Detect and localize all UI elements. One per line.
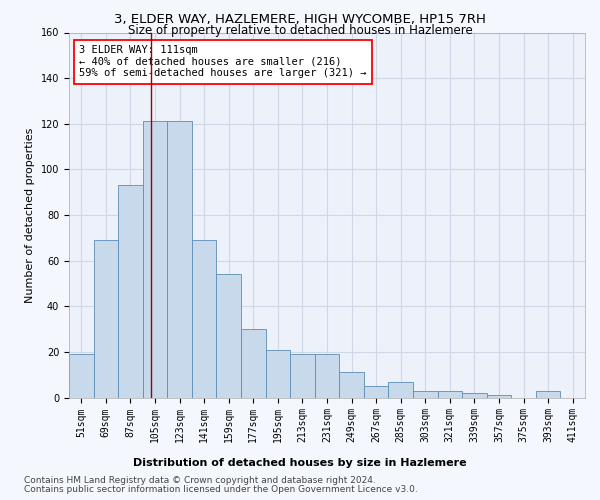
Bar [192, 240, 217, 398]
Text: 3 ELDER WAY: 111sqm
← 40% of detached houses are smaller (216)
59% of semi-detac: 3 ELDER WAY: 111sqm ← 40% of detached ho… [79, 46, 367, 78]
Bar [241, 329, 266, 398]
Bar [315, 354, 339, 398]
Bar [94, 240, 118, 398]
Bar [69, 354, 94, 398]
Text: Contains HM Land Registry data © Crown copyright and database right 2024.: Contains HM Land Registry data © Crown c… [24, 476, 376, 485]
Bar [462, 393, 487, 398]
Text: Distribution of detached houses by size in Hazlemere: Distribution of detached houses by size … [133, 458, 467, 468]
Text: Size of property relative to detached houses in Hazlemere: Size of property relative to detached ho… [128, 24, 472, 37]
Bar [118, 186, 143, 398]
Bar [437, 390, 462, 398]
Bar [167, 122, 192, 398]
Bar [143, 122, 167, 398]
Bar [364, 386, 388, 398]
Bar [413, 390, 437, 398]
Bar [388, 382, 413, 398]
Bar [266, 350, 290, 398]
Bar [217, 274, 241, 398]
Bar [487, 395, 511, 398]
Text: 3, ELDER WAY, HAZLEMERE, HIGH WYCOMBE, HP15 7RH: 3, ELDER WAY, HAZLEMERE, HIGH WYCOMBE, H… [114, 12, 486, 26]
Bar [290, 354, 315, 398]
Bar [339, 372, 364, 398]
Text: Contains public sector information licensed under the Open Government Licence v3: Contains public sector information licen… [24, 485, 418, 494]
Y-axis label: Number of detached properties: Number of detached properties [25, 128, 35, 302]
Bar [536, 390, 560, 398]
